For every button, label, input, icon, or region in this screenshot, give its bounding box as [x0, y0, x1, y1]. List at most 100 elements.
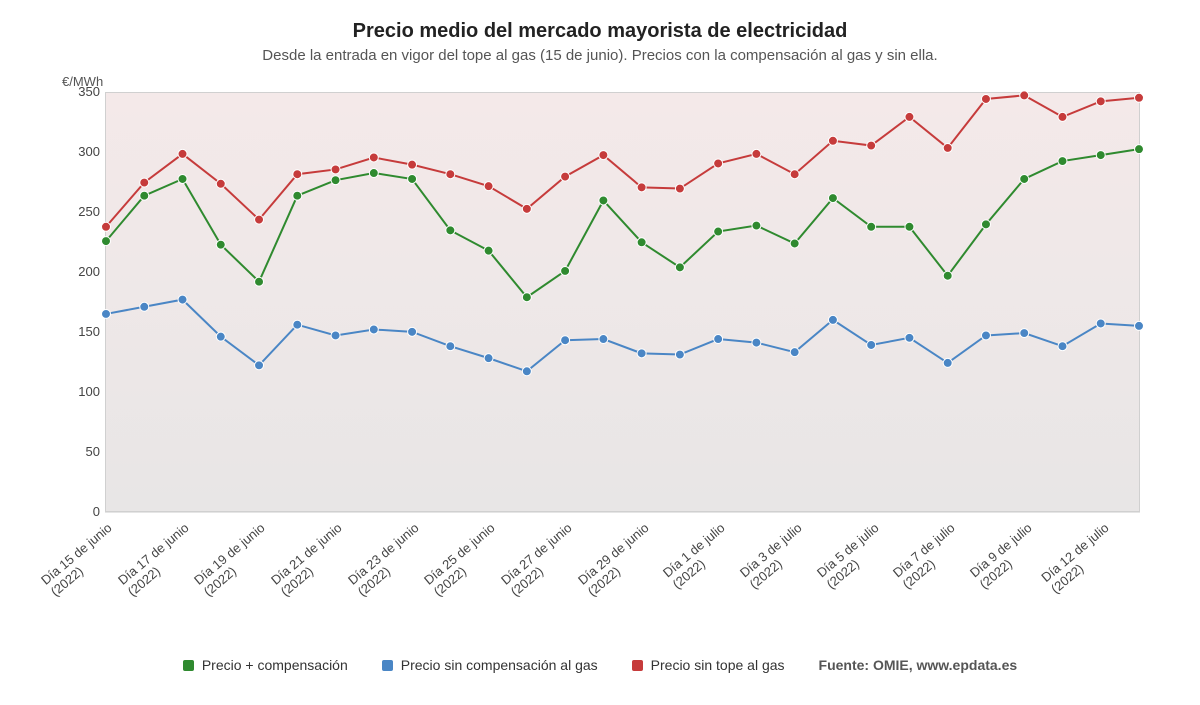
legend-label: Precio sin compensación al gas: [401, 657, 598, 673]
chart-subtitle: Desde la entrada en vigor del tope al ga…: [30, 47, 1170, 64]
data-point: [714, 227, 723, 236]
data-point: [675, 184, 684, 193]
legend-item: Precio sin tope al gas: [632, 657, 785, 673]
data-point: [561, 266, 570, 275]
y-tick-label: 300: [50, 144, 100, 159]
data-point: [905, 222, 914, 231]
x-tick-label: Día 21 de junio(2022): [268, 520, 354, 599]
chart-title: Precio medio del mercado mayorista de el…: [30, 20, 1170, 43]
data-point: [981, 220, 990, 229]
data-point: [484, 246, 493, 255]
data-point: [369, 169, 378, 178]
data-point: [714, 159, 723, 168]
chart-area: €/MWh 050100150200250300350 Día 15 de ju…: [50, 82, 1150, 542]
data-point: [943, 143, 952, 152]
data-point: [408, 175, 417, 184]
x-tick-label: Día 17 de junio(2022): [115, 520, 201, 599]
series-line: [106, 95, 1139, 226]
x-tick-label: Día 5 de julio(2022): [814, 520, 891, 592]
data-point: [522, 293, 531, 302]
data-point: [293, 191, 302, 200]
data-point: [943, 358, 952, 367]
data-point: [637, 238, 646, 247]
data-point: [1135, 321, 1144, 330]
data-point: [216, 179, 225, 188]
data-point: [255, 361, 264, 370]
y-tick-label: 350: [50, 84, 100, 99]
x-tick-label: Día 1 de julio(2022): [660, 520, 737, 592]
data-point: [484, 182, 493, 191]
data-point: [752, 221, 761, 230]
data-point: [216, 240, 225, 249]
data-point: [1135, 93, 1144, 102]
data-point: [446, 342, 455, 351]
x-tick-label: Día 9 de julio(2022): [967, 520, 1044, 592]
data-point: [1020, 91, 1029, 100]
data-point: [599, 196, 608, 205]
x-tick-label: Día 29 de junio(2022): [575, 520, 661, 599]
data-point: [1058, 342, 1067, 351]
x-tick-label: Día 19 de junio(2022): [191, 520, 277, 599]
data-point: [790, 348, 799, 357]
data-point: [1096, 319, 1105, 328]
data-point: [905, 333, 914, 342]
data-point: [599, 151, 608, 160]
data-point: [140, 178, 149, 187]
data-point: [981, 331, 990, 340]
data-point: [408, 327, 417, 336]
data-point: [1058, 157, 1067, 166]
data-point: [140, 191, 149, 200]
data-point: [1020, 329, 1029, 338]
data-point: [293, 320, 302, 329]
y-tick-label: 0: [50, 504, 100, 519]
data-point: [331, 331, 340, 340]
data-point: [790, 239, 799, 248]
data-point: [752, 149, 761, 158]
y-tick-label: 150: [50, 324, 100, 339]
legend-swatch: [183, 660, 194, 671]
data-point: [714, 335, 723, 344]
data-point: [140, 302, 149, 311]
legend-swatch: [382, 660, 393, 671]
data-point: [561, 172, 570, 181]
chart-legend: Precio + compensación Precio sin compensa…: [30, 657, 1170, 673]
legend-item: Precio sin compensación al gas: [382, 657, 598, 673]
data-point: [369, 325, 378, 334]
data-point: [828, 136, 837, 145]
data-point: [828, 194, 837, 203]
x-tick-label: Día 3 de julio(2022): [737, 520, 814, 592]
data-point: [102, 237, 111, 246]
data-point: [867, 141, 876, 150]
data-point: [599, 335, 608, 344]
data-point: [216, 332, 225, 341]
data-point: [981, 94, 990, 103]
legend-label: Precio + compensación: [202, 657, 348, 673]
legend-item: Precio + compensación: [183, 657, 348, 673]
data-point: [675, 350, 684, 359]
y-tick-label: 50: [50, 444, 100, 459]
source-label: Fuente: OMIE, www.epdata.es: [819, 657, 1018, 673]
data-point: [484, 354, 493, 363]
data-point: [1096, 151, 1105, 160]
data-point: [752, 338, 761, 347]
data-point: [331, 165, 340, 174]
data-point: [828, 315, 837, 324]
legend-swatch: [632, 660, 643, 671]
x-tick-label: Día 7 de julio(2022): [890, 520, 967, 592]
data-point: [446, 226, 455, 235]
data-point: [408, 160, 417, 169]
x-tick-label: Día 15 de junio(2022): [38, 520, 124, 599]
data-point: [102, 222, 111, 231]
data-point: [369, 153, 378, 162]
data-point: [178, 175, 187, 184]
x-tick-label: Día 27 de junio(2022): [498, 520, 584, 599]
legend-label: Precio sin tope al gas: [651, 657, 785, 673]
x-tick-label: Día 23 de junio(2022): [345, 520, 431, 599]
data-point: [943, 271, 952, 280]
x-tick-label: Día 25 de junio(2022): [421, 520, 507, 599]
data-point: [905, 112, 914, 121]
data-point: [675, 263, 684, 272]
data-point: [867, 341, 876, 350]
data-point: [102, 309, 111, 318]
data-point: [178, 149, 187, 158]
